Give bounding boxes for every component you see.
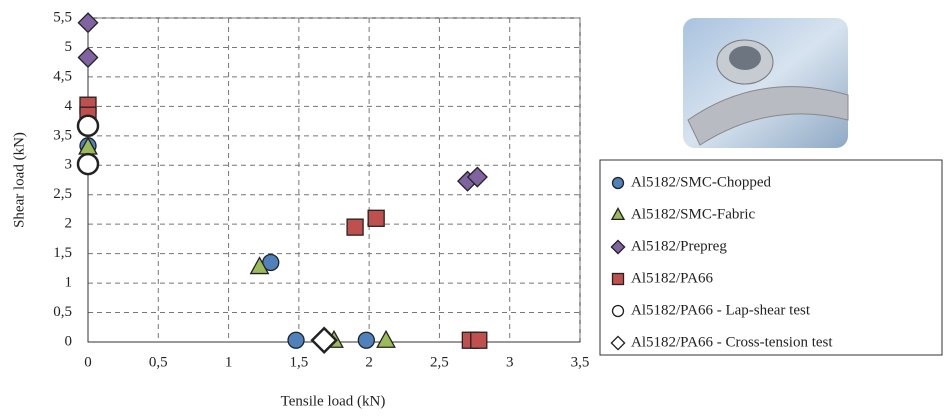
y-tick-label: 5 (65, 39, 73, 55)
marker (346, 218, 364, 236)
y-tick-label: 1,5 (53, 245, 72, 261)
x-tick-label: 3 (506, 354, 514, 370)
y-tick-label: 2 (65, 216, 73, 232)
legend-label: Al5182/PA66 - Cross-tension test (631, 334, 833, 350)
legend-marker (611, 304, 625, 318)
y-tick-label: 4,5 (53, 68, 72, 84)
legend-marker (610, 207, 626, 221)
y-tick-label: 0,5 (53, 304, 72, 320)
marker (76, 152, 100, 176)
marker (76, 114, 100, 138)
legend-label: Al5182/PA66 (631, 270, 713, 286)
marker (367, 209, 385, 227)
marker (466, 166, 488, 188)
x-axis-label: Tensile load (kN) (281, 393, 386, 409)
legend-label: Al5182/SMC-Fabric (631, 206, 756, 222)
x-tick-label: 2 (365, 354, 373, 370)
legend-marker (611, 272, 625, 286)
legend-marker (610, 335, 626, 351)
legend (599, 159, 943, 356)
plot-frame (87, 17, 581, 343)
x-tick-label: 0,5 (149, 354, 168, 370)
y-tick-label: 4 (65, 98, 73, 114)
y-tick-label: 3,5 (53, 127, 72, 143)
y-tick-label: 1 (65, 275, 73, 291)
y-tick-label: 2,5 (53, 186, 72, 202)
legend-label: Al5182/Prepreg (631, 238, 727, 254)
legend-marker (611, 176, 625, 190)
x-tick-label: 1 (225, 354, 233, 370)
x-tick-label: 0 (84, 354, 92, 370)
x-tick-label: 2,5 (430, 354, 449, 370)
marker (77, 46, 99, 68)
y-axis-label: Shear load (kN) (11, 132, 27, 228)
photo (683, 18, 849, 148)
y-tick-label: 5,5 (53, 9, 72, 25)
marker (77, 12, 99, 34)
marker (249, 256, 270, 275)
legend-label: Al5182/PA66 - Lap-shear test (631, 302, 811, 318)
legend-marker (610, 239, 626, 255)
marker (310, 326, 338, 355)
y-tick-label: 0 (65, 333, 73, 349)
legend-label: Al5182/SMC-Chopped (631, 174, 772, 190)
marker (470, 331, 488, 349)
y-tick-label: 3 (65, 157, 73, 173)
marker (376, 329, 396, 348)
marker (357, 331, 375, 349)
marker (287, 331, 305, 349)
x-tick-label: 3,5 (571, 354, 590, 370)
x-tick-label: 1,5 (289, 354, 308, 370)
